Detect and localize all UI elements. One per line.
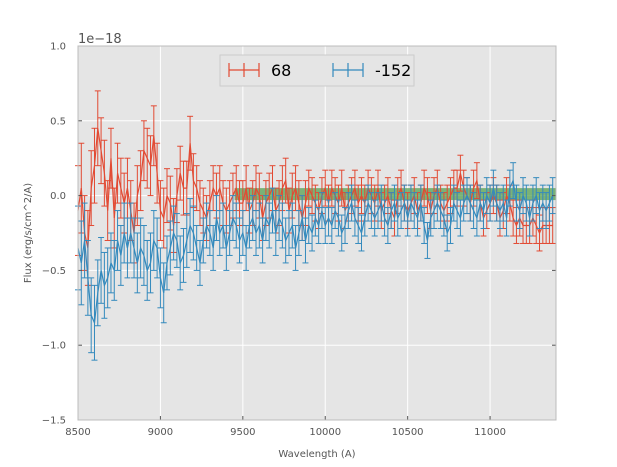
band-layer: [234, 188, 556, 201]
y-tick-label: −1.5: [42, 416, 66, 427]
x-tick-label: 8500: [65, 427, 90, 438]
y-axis-label: Flux (erg/s/cm^2/A): [23, 183, 34, 283]
x-axis-label: Wavelength (A): [278, 449, 355, 460]
series-line: [77, 178, 554, 326]
x-tick-label: 9000: [148, 427, 173, 438]
legend-label: -152: [375, 61, 411, 80]
x-tick-label: 9500: [230, 427, 255, 438]
x-tick-label: 11000: [474, 427, 506, 438]
y-tick-label: 0.5: [50, 116, 66, 127]
legend: 68 -152: [219, 54, 415, 87]
y-tick-label: 0.0: [50, 191, 66, 202]
offset-label: 1e−18: [78, 32, 122, 47]
plot-background: [78, 46, 556, 420]
series-layer: [75, 90, 556, 361]
plot-frame: [77, 45, 557, 421]
x-tick-label: 10000: [309, 427, 341, 438]
y-tick-label: −1.0: [42, 341, 66, 352]
legend-label: 68: [271, 61, 291, 80]
x-tick-label: 10500: [392, 427, 424, 438]
y-tick-label: 1.0: [50, 42, 66, 53]
series-2: [75, 162, 556, 361]
model-band: [234, 188, 556, 201]
y-tick-label: −0.5: [42, 266, 66, 277]
